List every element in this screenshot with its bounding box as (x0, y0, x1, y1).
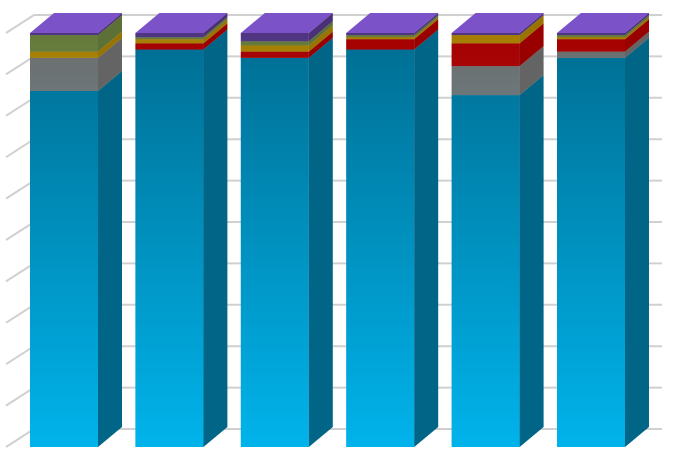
bar-segment (346, 49, 415, 448)
bar-segment-side (625, 17, 649, 40)
bar-segment (240, 57, 309, 448)
bar-segment-side (203, 17, 228, 40)
bar-segment (30, 57, 98, 91)
bar-segment (30, 33, 98, 36)
bar-segment-side (414, 15, 439, 38)
bar-segment-side (203, 29, 228, 448)
bar-segment-side (625, 37, 649, 448)
grid-diagonal (5, 303, 35, 324)
grid-diagonal (5, 221, 35, 241)
bar-top (557, 13, 649, 33)
bar-segment-side (203, 19, 228, 44)
bar-top (346, 13, 439, 33)
bar-segment-side (98, 37, 122, 91)
bar-segment (135, 37, 204, 40)
bar-segment (557, 33, 625, 36)
grid-diagonal (5, 428, 35, 448)
bar-segment (135, 43, 204, 50)
bar-segment-side (203, 13, 228, 38)
bar-segment (30, 35, 98, 52)
bar-segment (240, 45, 309, 52)
grid-diagonal (5, 345, 35, 366)
bar-top (451, 13, 544, 33)
bar-segment (346, 39, 415, 50)
bar-segment (30, 90, 98, 448)
bar-segment (451, 66, 520, 96)
bar-segment (30, 51, 98, 58)
bar-segment (346, 35, 415, 38)
grid-diagonal (5, 138, 35, 159)
bar-segment-side (625, 15, 649, 38)
bar-segment-side (519, 23, 544, 67)
bar-segment-side (519, 13, 544, 36)
bar-segment-side (308, 31, 333, 58)
grid-diagonal (5, 386, 35, 407)
bar-segment-side (625, 19, 649, 52)
bar-segment-side (625, 13, 649, 36)
bar-segment-side (203, 23, 228, 50)
bar-segment (557, 35, 625, 38)
bar-segment (451, 95, 520, 447)
bar-segment (135, 49, 204, 448)
bar-segment (451, 43, 520, 67)
bar-segment (240, 51, 309, 58)
bar-segment-side (308, 21, 333, 46)
bar-segment (135, 33, 204, 38)
bar-segment-side (308, 13, 333, 42)
grid-diagonal (5, 262, 35, 283)
bar-segment (557, 51, 625, 58)
grid-diagonal (5, 14, 35, 34)
bar-segment-side (98, 31, 122, 58)
bar-segment-side (308, 25, 333, 52)
bar-segment (135, 39, 204, 44)
bar-segment-side (519, 46, 544, 96)
bar-segment (557, 39, 625, 52)
bar-segment-side (414, 29, 439, 448)
bar-top (30, 13, 122, 33)
bar-segment (346, 37, 415, 40)
bar-top (135, 13, 228, 33)
bar-segment-side (98, 15, 122, 52)
bar-segment (451, 35, 520, 44)
bar-segment (557, 57, 625, 448)
bar-segment (557, 37, 625, 40)
bar-segment (240, 41, 309, 46)
bar-segment-side (414, 17, 439, 40)
bar-segment (451, 33, 520, 36)
grid-diagonal (5, 96, 35, 117)
bar-segment (346, 33, 415, 36)
bar-top (240, 13, 333, 33)
bar-segment-side (414, 19, 439, 50)
grid-diagonal (5, 55, 35, 76)
bar-segment-side (625, 31, 649, 58)
bar-segment-side (519, 15, 544, 44)
bar-segment (240, 33, 309, 42)
bar-segment-side (519, 75, 544, 447)
bar-segment-side (98, 13, 122, 36)
bar-segment-side (98, 70, 122, 448)
bar-segment-side (414, 13, 439, 36)
bar-segment-side (308, 37, 333, 448)
grid-diagonal (5, 179, 35, 200)
